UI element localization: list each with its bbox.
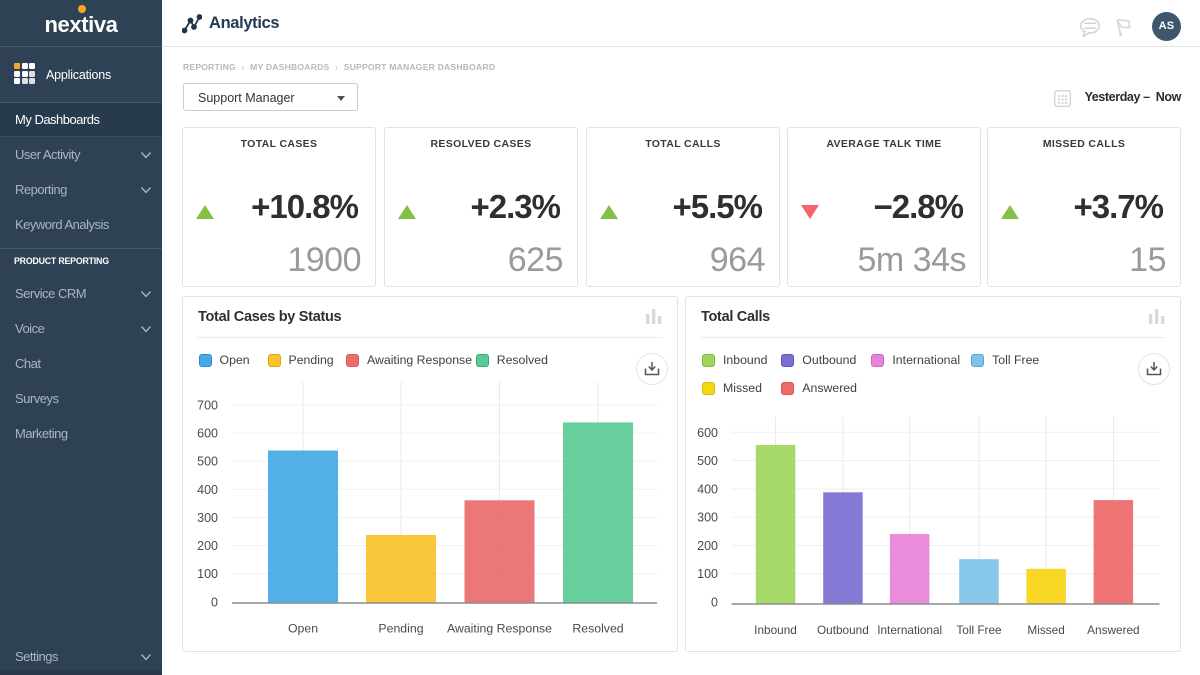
svg-text:Pending: Pending: [378, 622, 423, 636]
svg-text:Open: Open: [288, 622, 318, 636]
svg-text:0: 0: [711, 596, 718, 610]
svg-text:Resolved: Resolved: [572, 622, 623, 636]
svg-text:Answered: Answered: [1087, 623, 1139, 637]
svg-text:0: 0: [211, 595, 218, 609]
svg-text:500: 500: [697, 454, 718, 468]
svg-text:700: 700: [197, 399, 218, 413]
svg-text:International: International: [877, 623, 942, 637]
svg-text:200: 200: [197, 539, 218, 553]
svg-text:300: 300: [197, 511, 218, 525]
svg-text:500: 500: [197, 455, 218, 469]
svg-text:Missed: Missed: [1027, 623, 1064, 637]
svg-text:Outbound: Outbound: [817, 623, 869, 637]
svg-text:Toll Free: Toll Free: [956, 623, 1002, 637]
svg-text:400: 400: [697, 482, 718, 496]
svg-text:100: 100: [697, 567, 718, 581]
svg-text:300: 300: [697, 511, 718, 525]
svg-text:600: 600: [197, 427, 218, 441]
svg-text:400: 400: [197, 483, 218, 497]
svg-text:600: 600: [697, 426, 718, 440]
svg-text:200: 200: [697, 539, 718, 553]
svg-text:Awaiting Response: Awaiting Response: [447, 622, 552, 636]
svg-text:100: 100: [197, 567, 218, 581]
svg-text:Inbound: Inbound: [754, 623, 797, 637]
